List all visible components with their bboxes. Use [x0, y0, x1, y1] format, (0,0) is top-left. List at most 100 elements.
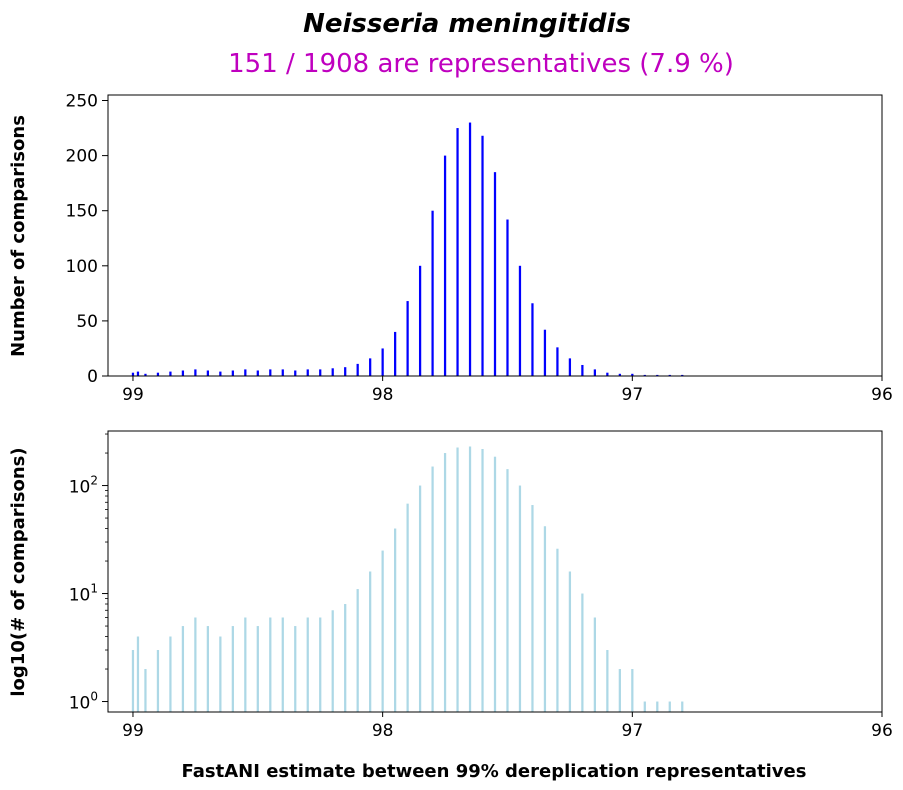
y-tick-label: 200	[66, 147, 98, 167]
histogram-bar	[456, 447, 459, 712]
x-tick-label: 99	[122, 385, 144, 405]
histogram-bar	[256, 370, 259, 376]
histogram-bar	[643, 701, 646, 712]
histogram-bar	[518, 265, 522, 376]
histogram-bar	[144, 669, 147, 712]
histogram-bar	[531, 303, 534, 376]
histogram-bar	[443, 155, 447, 376]
histogram-bar	[394, 331, 397, 376]
histogram-bar	[668, 701, 671, 712]
histogram-bar	[181, 626, 185, 712]
histogram-bar	[269, 369, 272, 376]
x-tick-label: 96	[871, 721, 893, 741]
histogram-bar	[606, 372, 609, 376]
x-axis-label: FastANI estimate between 99% dereplicati…	[182, 761, 807, 782]
histogram-bar	[593, 369, 596, 376]
histogram-bar	[568, 571, 572, 712]
histogram-bar	[156, 372, 160, 376]
histogram-bar	[556, 347, 559, 376]
histogram-bar	[468, 446, 472, 712]
histogram-bar	[681, 374, 684, 376]
histogram-bar	[156, 650, 160, 712]
histogram-bar	[244, 617, 247, 712]
histogram-bar	[206, 626, 209, 712]
histogram-bar	[256, 626, 259, 712]
histogram-bar	[294, 370, 297, 376]
histogram-bar	[331, 368, 334, 376]
histogram-bar	[319, 369, 322, 376]
histogram-bar	[506, 469, 509, 712]
histogram-bar	[344, 604, 347, 712]
chart-title: Neisseria meningitidis	[303, 9, 631, 39]
histogram-bar	[556, 548, 559, 712]
histogram-bar	[294, 626, 297, 712]
y-ticks-linear: 0 50 100 150 200 250	[66, 92, 108, 387]
histogram-bar	[306, 617, 309, 712]
y-tick-label: 100	[66, 257, 98, 277]
histogram-bar	[618, 373, 621, 376]
y-axis-label-linear: Number of comparisons	[8, 115, 29, 357]
histogram-bar	[518, 485, 522, 712]
chart-subtitle: 151 / 1908 are representatives (7.9 %)	[228, 49, 734, 79]
histogram-bar	[344, 367, 347, 376]
histogram-bar	[406, 301, 409, 376]
histogram-bar	[543, 329, 547, 376]
histogram-bar	[668, 374, 671, 376]
histogram-bar	[681, 701, 684, 712]
histogram-bar	[568, 358, 572, 376]
linear-bars	[131, 122, 684, 376]
histogram-bar	[443, 453, 447, 712]
x-ticks-linear: 99 98 97 96	[122, 376, 893, 405]
histogram-bar	[631, 373, 634, 376]
histogram-bar	[606, 650, 609, 712]
y-tick-label: 101	[69, 582, 98, 606]
histogram-bar	[481, 135, 484, 376]
histogram-bar	[656, 374, 659, 376]
x-tick-label: 97	[622, 721, 644, 741]
histogram-bar	[431, 466, 434, 712]
histogram-bar	[131, 650, 135, 712]
y-tick-label: 102	[69, 474, 98, 498]
log-bars	[131, 446, 684, 712]
y-tick-label: 250	[66, 92, 98, 112]
log-histogram-panel: log10(# of comparisons) 100 101 102 99 98 97…	[8, 430, 893, 741]
histogram-bar	[356, 363, 359, 376]
histogram-bar	[394, 528, 397, 712]
histogram-bar	[356, 589, 359, 712]
histogram-bar	[219, 636, 222, 712]
y-tick-label: 150	[66, 202, 98, 222]
histogram-bar	[206, 370, 209, 376]
histogram-bar	[418, 485, 422, 712]
histogram-bar	[231, 370, 234, 376]
histogram-bar	[493, 456, 497, 712]
histogram-bar	[581, 364, 584, 376]
histogram-bar	[431, 210, 434, 376]
x-tick-label: 97	[622, 385, 644, 405]
histogram-bar	[331, 610, 334, 712]
histogram-bar	[319, 617, 322, 712]
histogram-bar	[131, 372, 135, 376]
x-tick-label: 98	[372, 721, 394, 741]
histogram-bar	[306, 369, 309, 376]
histogram-bar	[543, 526, 547, 712]
x-tick-label: 98	[372, 385, 394, 405]
histogram-bar	[618, 669, 621, 712]
histogram-bar	[219, 371, 222, 376]
linear-histogram-panel: Number of comparisons 0 50 100 150 200 250 99…	[8, 92, 893, 405]
y-tick-label: 100	[69, 690, 98, 714]
histogram-bar	[381, 348, 384, 376]
histogram-bar	[136, 636, 140, 712]
histogram-bar	[631, 669, 634, 712]
histogram-bar	[169, 636, 172, 712]
histogram-bar	[481, 449, 484, 712]
histogram-bar	[369, 358, 372, 376]
histogram-bar	[269, 617, 272, 712]
histogram-bar	[581, 593, 584, 712]
histogram-bar	[418, 265, 422, 376]
x-ticks-log: 99 98 97 96	[122, 712, 893, 741]
histogram-bar	[194, 369, 197, 376]
histogram-bar	[406, 503, 409, 712]
histogram-bar	[468, 122, 472, 376]
histogram-bar	[456, 128, 459, 376]
